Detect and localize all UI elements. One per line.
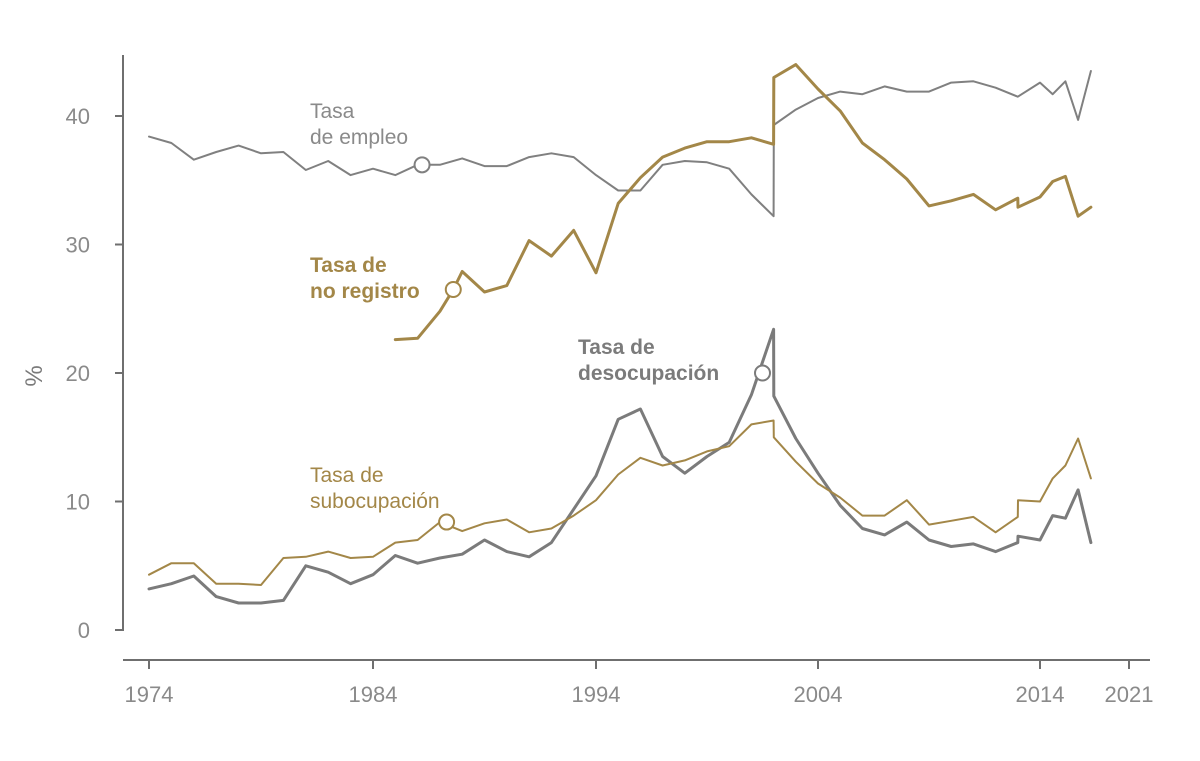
x-tick-label: 2014 [1016,682,1065,707]
y-axis-label: % [21,365,48,386]
x-tick-label: 1994 [572,682,621,707]
series-layer [147,63,1093,605]
x-tick-label: 1984 [349,682,398,707]
series-line-no_registro [393,63,1093,342]
series-label-subocupacion: Tasa de subocupación [310,464,440,513]
series-marker-desocupacion [754,364,771,382]
series-marker-no_registro [444,280,462,298]
y-tick-label: 10 [66,490,90,515]
series-marker-empleo [413,156,431,174]
y-tick-label: 40 [66,104,90,129]
series-line-desocupacion [147,327,1093,605]
series-label-empleo: Tasa de empleo [310,100,408,149]
series-marker-subocupacion [438,513,456,531]
series-label-desocupacion: Tasa de desocupación [578,336,719,385]
y-tick-label: 20 [66,361,90,386]
x-tick-label: 2021 [1105,682,1154,707]
series-label-no_registro: Tasa de no registro [310,254,420,303]
y-tick-label: 0 [78,618,90,643]
series-line-empleo [148,70,1092,218]
axes: 0 10 20 30 40 1974 1984 1994 2004 2014 2021 [66,55,1154,707]
series-labels: Tasa de empleo Tasa de no registro Tasa de de… [310,100,719,513]
x-tick-label: 2004 [794,682,843,707]
y-tick-label: 30 [66,233,90,258]
series-line-subocupacion [148,419,1092,586]
x-tick-label: 1974 [125,682,174,707]
